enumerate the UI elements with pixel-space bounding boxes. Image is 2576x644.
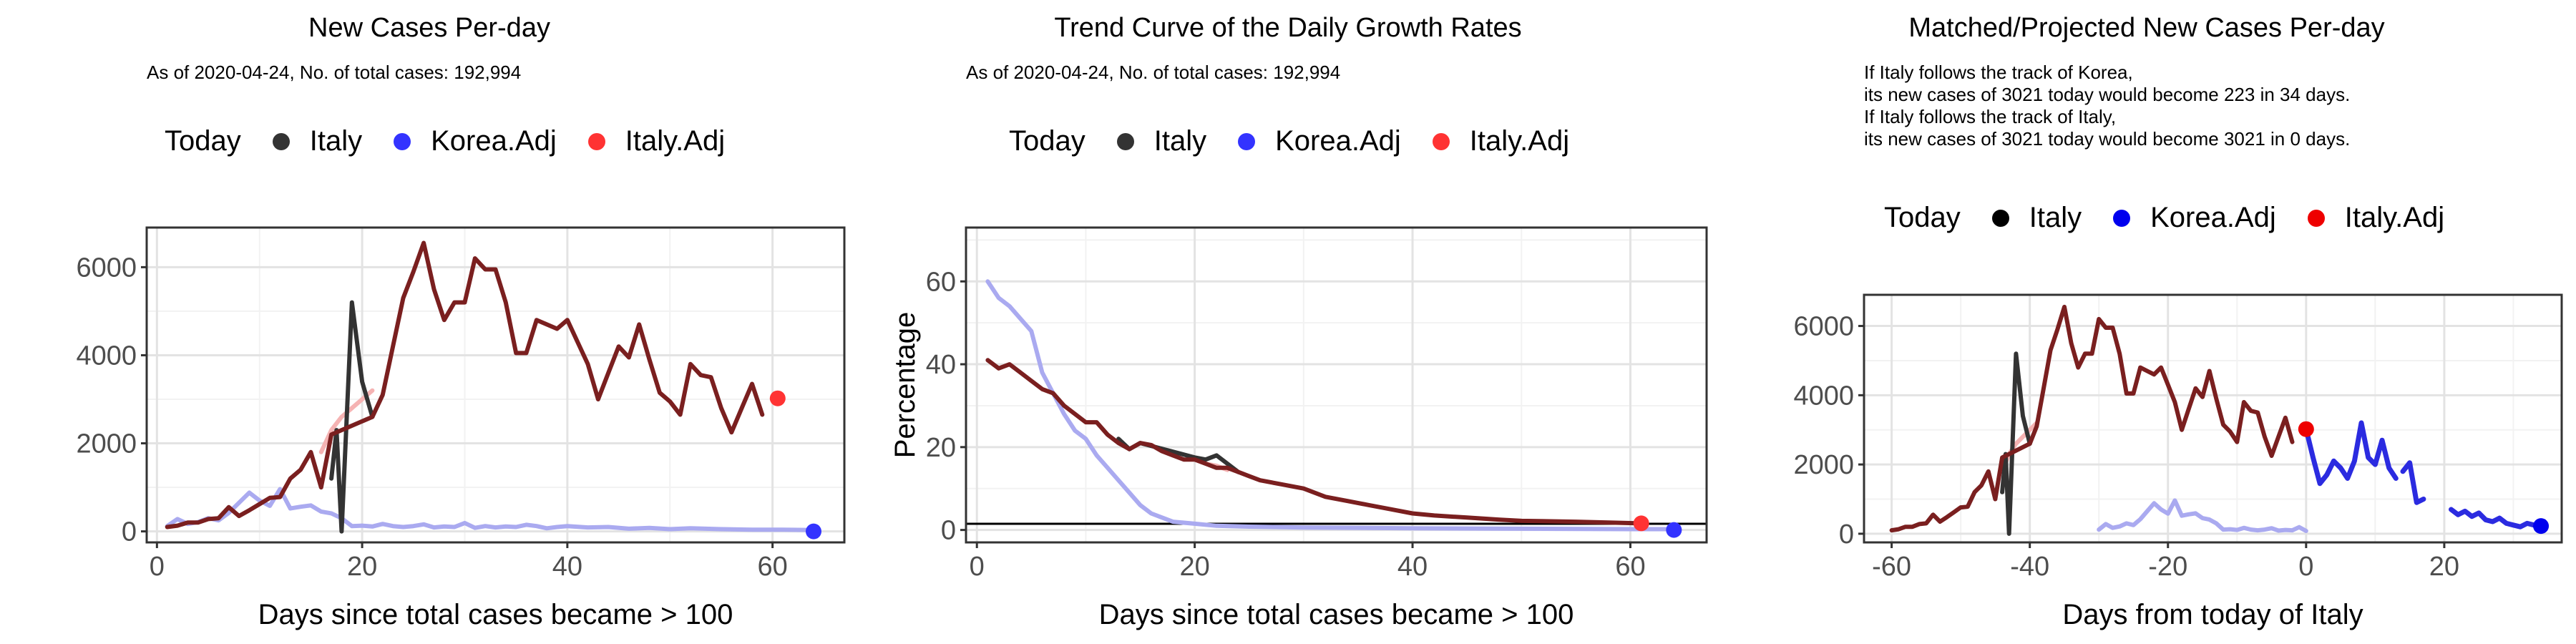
legend-label-korea-adj: Korea.Adj	[2150, 202, 2276, 233]
legend-title: Today	[1884, 202, 1961, 233]
marker-italy-adj	[1633, 515, 1649, 532]
chart-title: Matched/Projected New Cases Per-day	[1908, 13, 2385, 43]
marker-italy-adj	[769, 390, 786, 406]
legend-key-italy	[1991, 209, 2009, 227]
series-line-italy	[1889, 304, 2295, 533]
x-tick-label: 20	[1179, 552, 1209, 582]
legend-key-korea-adj	[2113, 209, 2131, 227]
x-tick-label: -60	[1872, 552, 1911, 582]
series-line-italy	[165, 240, 765, 530]
y-tick-label: 0	[1839, 519, 1854, 550]
x-tick-label: 40	[552, 552, 582, 582]
marker-korea-adj	[2533, 518, 2550, 535]
y-tick-label: 4000	[1793, 381, 1854, 411]
x-tick-label: 0	[2298, 552, 2313, 582]
legend-key-italy	[272, 132, 290, 150]
series-line-korea-adj	[2400, 460, 2426, 505]
legend-title: Today	[1009, 125, 1085, 157]
legend-label-italy: Italy	[1153, 125, 1207, 157]
x-tick-label: 0	[970, 552, 985, 582]
legend-label-italy-adj: Italy.Adj	[625, 125, 726, 157]
y-tick-label: 20	[926, 433, 956, 463]
x-tick-label: 20	[2429, 552, 2459, 582]
chart-subtitle-line-3: If Italy follows the track of Italy,	[1864, 106, 2117, 127]
plot-border	[965, 226, 1708, 544]
x-tick-label: -20	[2148, 552, 2187, 582]
marker-italy-adj	[2298, 421, 2314, 437]
series-line-korea-adj	[2303, 420, 2399, 487]
legend-label-italy: Italy	[309, 125, 363, 157]
chart-title: New Cases Per-day	[308, 13, 550, 43]
series-line-korea-adj	[985, 279, 1677, 532]
chart-plot-projected: -60 -40 -20 0 20 0 2000 4000 6000 Days from today…	[1793, 293, 2563, 630]
x-tick-label: -40	[2010, 552, 2049, 582]
chart-subtitle-line-2: its new cases of 3021 today would become…	[1864, 84, 2351, 105]
legend-key-italy-adj	[587, 132, 605, 150]
x-tick-label: 60	[1615, 552, 1645, 582]
y-tick-label: 60	[926, 267, 956, 297]
chart-panel-growth-rates: Trend Curve of the Daily Growth Rates As…	[859, 0, 1717, 644]
x-axis-label: Days since total cases became > 100	[1099, 599, 1574, 630]
x-tick-label: 0	[150, 552, 165, 582]
y-tick-label: 2000	[1793, 450, 1854, 480]
legend-label-italy-adj: Italy.Adj	[2344, 202, 2445, 233]
plot-border	[145, 226, 846, 544]
chart-legend: Today Italy Korea.Adj Italy.Adj	[1884, 202, 2469, 234]
y-tick-label: 0	[122, 517, 137, 547]
x-tick-label: 60	[757, 552, 787, 582]
legend-title: Today	[165, 125, 241, 157]
plot-border	[1863, 293, 2563, 544]
series-line-italy	[2000, 351, 2032, 536]
y-tick-label: 2000	[76, 429, 137, 459]
chart-panel-new-cases: New Cases Per-day As of 2020-04-24, No. …	[0, 0, 859, 644]
chart-subtitle-line-1: If Italy follows the track of Korea,	[1864, 62, 2133, 83]
y-tick-label: 4000	[76, 341, 137, 371]
chart-legend: Today Italy Korea.Adj Italy.Adj	[165, 125, 749, 157]
plot-area	[966, 279, 1707, 532]
chart-subtitle: As of 2020-04-24, No. of total cases: 19…	[966, 62, 1341, 83]
series-line-korea-adj	[165, 487, 816, 532]
plot-area	[1889, 304, 2544, 536]
series-line-italy	[985, 358, 1644, 526]
legend-key-italy-adj	[1432, 132, 1450, 150]
legend-key-korea-adj	[394, 132, 411, 150]
legend-label-italy: Italy	[2029, 202, 2082, 233]
x-tick-label: 40	[1397, 552, 1428, 582]
legend-label-korea-adj: Korea.Adj	[1275, 125, 1401, 157]
y-axis-label: Percentage	[889, 312, 921, 459]
chart-title: Trend Curve of the Daily Growth Rates	[1054, 13, 1522, 43]
chart-plot-new-cases: 0 20 40 60 0 2000 4000 6000 Days since total cas…	[76, 226, 846, 630]
chart-legend: Today Italy Korea.Adj Italy.Adj	[1009, 125, 1594, 157]
legend-key-italy	[1116, 132, 1134, 150]
y-tick-label: 6000	[1793, 312, 1854, 342]
plot-area	[165, 240, 816, 534]
marker-korea-adj	[805, 523, 821, 540]
chart-subtitle-line-4: its new cases of 3021 today would become…	[1864, 128, 2351, 150]
y-tick-label: 0	[941, 516, 956, 546]
legend-key-italy-adj	[2307, 209, 2325, 227]
marker-korea-adj	[1666, 522, 1682, 538]
series-line-korea-adj	[2449, 507, 2544, 530]
legend-label-korea-adj: Korea.Adj	[431, 125, 557, 157]
series-line-italy	[329, 300, 375, 534]
y-tick-label: 40	[926, 350, 956, 380]
legend-label-italy-adj: Italy.Adj	[1469, 125, 1570, 157]
x-axis-label: Days from today of Italy	[2062, 599, 2363, 630]
x-axis-label: Days since total cases became > 100	[258, 599, 733, 630]
y-tick-label: 6000	[76, 253, 137, 283]
chart-plot-growth-rates: 0 20 40 60 0 20 40 60 Days since total cases bec…	[889, 226, 1708, 630]
legend-key-korea-adj	[1238, 132, 1256, 150]
chart-subtitle: As of 2020-04-24, No. of total cases: 19…	[147, 62, 522, 83]
series-line-korea-adj	[2097, 498, 2308, 533]
chart-panel-projected: Matched/Projected New Cases Per-day If I…	[1717, 0, 2576, 644]
x-tick-label: 20	[347, 552, 377, 582]
